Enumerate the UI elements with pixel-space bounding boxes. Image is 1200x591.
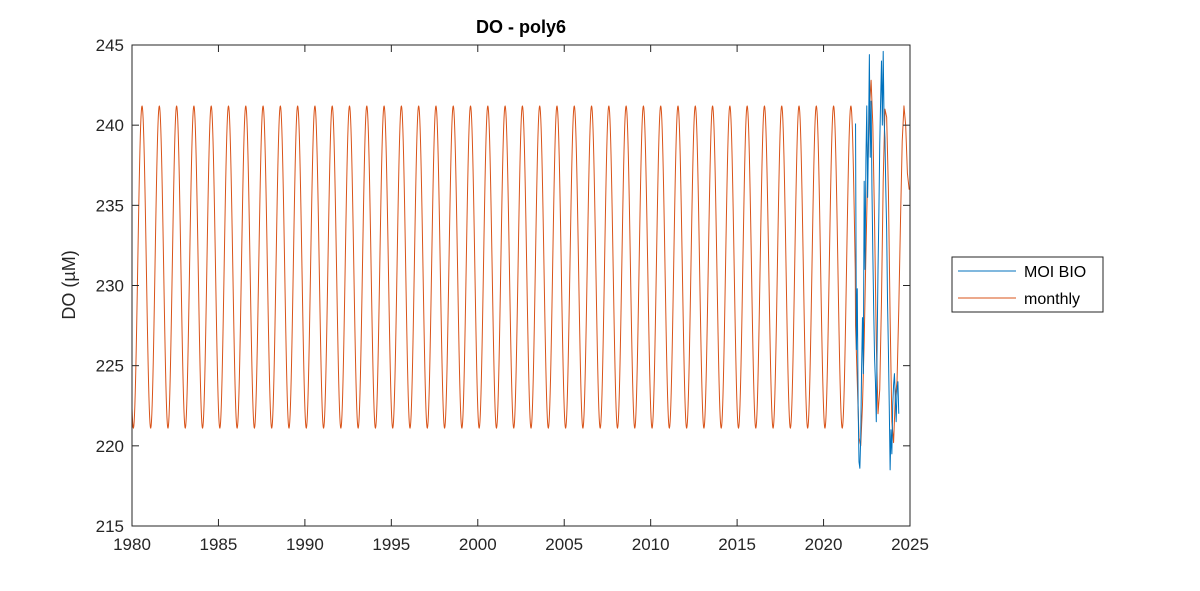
y-tick-label: 225: [96, 357, 124, 376]
ticks-layer: 1980 1985 1990 1995 2000 2005 2010 2015 2020 2025…: [96, 36, 929, 554]
y-tick-label: 215: [96, 517, 124, 536]
x-tick-label: 2015: [718, 535, 756, 554]
x-tick-label: 1990: [286, 535, 324, 554]
y-tick-label: 220: [96, 437, 124, 456]
legend-box: [951, 256, 1104, 313]
x-tick-label: 1985: [200, 535, 238, 554]
legend: MOI BIO monthly: [951, 256, 1104, 313]
x-tick-label: 2010: [632, 535, 670, 554]
y-tick-label: 235: [96, 196, 124, 215]
series-line-moi-bio: [855, 50, 900, 471]
x-tick-label: 2025: [891, 535, 929, 554]
x-tick-label: 2005: [545, 535, 583, 554]
y-tick-label: 240: [96, 116, 124, 135]
x-tick-label: 2020: [805, 535, 843, 554]
series-line-monthly: [131, 79, 910, 447]
chart-title: DO - poly6: [476, 17, 566, 37]
x-tick-label: 1995: [372, 535, 410, 554]
series-layer: [131, 50, 910, 471]
legend-label-monthly: monthly: [1024, 291, 1080, 308]
y-tick-label: 245: [96, 36, 124, 55]
y-axis-label: DO (µM): [59, 250, 79, 319]
legend-label-moi-bio: MOI BIO: [1024, 264, 1086, 281]
x-tick-label: 2000: [459, 535, 497, 554]
x-tick-label: 1980: [113, 535, 151, 554]
y-tick-label: 230: [96, 277, 124, 296]
